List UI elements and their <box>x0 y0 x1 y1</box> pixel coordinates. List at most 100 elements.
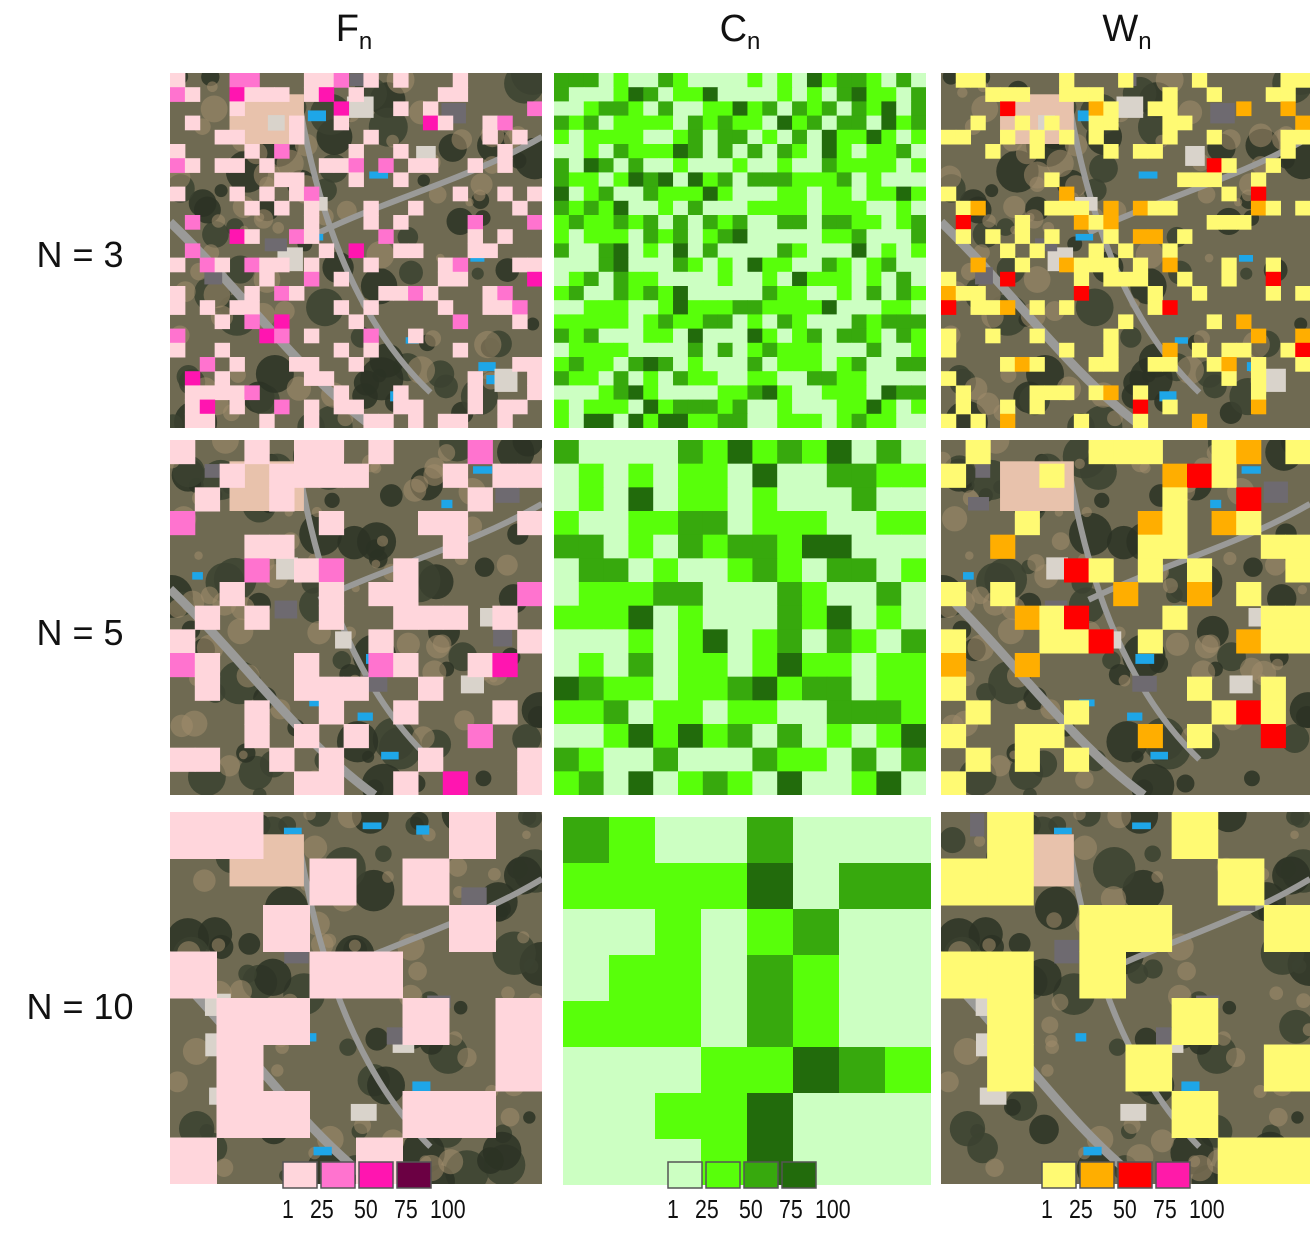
grid-cell <box>727 534 753 559</box>
grid-cell <box>1044 229 1060 244</box>
grid-cell <box>643 186 659 202</box>
tree-canopy <box>1108 1038 1127 1056</box>
grid-cell <box>839 1001 886 1048</box>
grid-cell <box>1263 1044 1310 1092</box>
tree-canopy <box>170 414 183 428</box>
grid-cell <box>821 215 838 230</box>
grid-cell <box>613 371 629 386</box>
tree-canopy <box>453 1000 468 1015</box>
grid-cell <box>568 115 585 131</box>
grid-cell <box>628 257 644 273</box>
grid-cell <box>866 200 882 216</box>
grid-cell <box>1187 463 1213 488</box>
grid-cell <box>643 385 659 401</box>
grid-cell <box>603 558 629 583</box>
grid-cell <box>170 511 196 536</box>
legend-swatch <box>358 1161 394 1189</box>
grid-cell <box>802 463 828 488</box>
grid-cell <box>603 629 629 654</box>
grid-cell <box>1177 115 1193 131</box>
grid-cell <box>1221 342 1237 358</box>
grid-cell <box>885 863 931 910</box>
grid-cell <box>1260 700 1286 725</box>
grid-cell <box>1079 951 1126 999</box>
grid-cell <box>554 724 580 749</box>
grid-cell <box>244 257 260 273</box>
grid-cell <box>655 955 702 1002</box>
grid-cell <box>717 271 734 287</box>
tree-canopy <box>365 1027 389 1051</box>
grid-cell <box>653 582 679 607</box>
grid-cell <box>333 342 350 358</box>
grid-cell <box>901 558 926 583</box>
grid-cell <box>583 314 600 330</box>
grid-cell <box>1162 487 1188 512</box>
building-roof <box>204 464 220 478</box>
grid-cell <box>603 771 629 795</box>
grid-cell <box>1295 200 1310 216</box>
grid-cell <box>881 357 897 372</box>
grid-cell <box>687 115 704 131</box>
grid-cell <box>702 215 719 230</box>
grid-cell <box>896 286 912 301</box>
grid-cell <box>732 101 748 117</box>
grid-cell <box>554 582 580 607</box>
grid-cell <box>613 172 629 188</box>
grid-cell <box>568 186 585 202</box>
grid-cell <box>437 257 454 273</box>
grid-cell <box>1088 629 1114 654</box>
grid-cell <box>1250 172 1267 188</box>
swimming-pool <box>473 466 493 474</box>
grid-cell <box>1059 300 1075 315</box>
grid-cell <box>702 129 719 145</box>
grid-cell <box>1171 812 1219 859</box>
bare-ground <box>1177 961 1196 981</box>
grid-cell <box>578 700 605 725</box>
grid-cell <box>901 440 926 465</box>
grid-cell <box>643 328 659 344</box>
grid-cell <box>792 385 808 401</box>
grid-cell <box>628 215 644 230</box>
grid-cell <box>747 271 763 287</box>
grid-cell <box>216 1044 264 1092</box>
grid-cell <box>628 186 644 202</box>
grid-cell <box>467 243 483 259</box>
grid-cell <box>653 771 679 795</box>
grid-cell <box>821 172 838 188</box>
grid-cell <box>1103 101 1119 117</box>
swimming-pool <box>963 572 974 580</box>
tree-canopy <box>1280 724 1310 754</box>
grid-cell <box>941 129 957 145</box>
grid-cell <box>244 200 260 216</box>
grid-cell <box>628 129 644 145</box>
grid-cell <box>578 558 605 583</box>
legend-c: 1 25 50 75 100 <box>667 1160 867 1224</box>
legend-swatch <box>396 1161 432 1189</box>
grid-cell <box>701 955 748 1002</box>
grid-cell <box>628 747 654 772</box>
building-roof <box>1262 368 1286 392</box>
grid-cell <box>793 909 840 956</box>
grid-cell <box>343 724 369 749</box>
grid-cell <box>1187 676 1213 701</box>
grid-cell <box>628 724 654 749</box>
legend-tick-label: 1 <box>1041 1194 1053 1224</box>
grid-cell <box>442 771 469 795</box>
grid-cell <box>896 115 912 131</box>
grid-cell <box>554 186 570 202</box>
grid-cell <box>269 534 295 559</box>
grid-cell <box>333 399 350 415</box>
grid-cell <box>554 87 570 102</box>
grid-cell <box>628 115 644 131</box>
grid-cell <box>184 215 201 230</box>
grid-cell <box>1088 257 1104 273</box>
grid-cell <box>866 172 882 188</box>
grid-cell <box>363 215 379 230</box>
grid-cell <box>702 511 729 536</box>
grid-cell <box>851 87 867 102</box>
grid-cell <box>1260 629 1286 654</box>
grid-cell <box>583 300 600 315</box>
grid-cell <box>717 158 734 173</box>
grid-cell <box>492 605 518 630</box>
grid-cell <box>1280 87 1296 102</box>
